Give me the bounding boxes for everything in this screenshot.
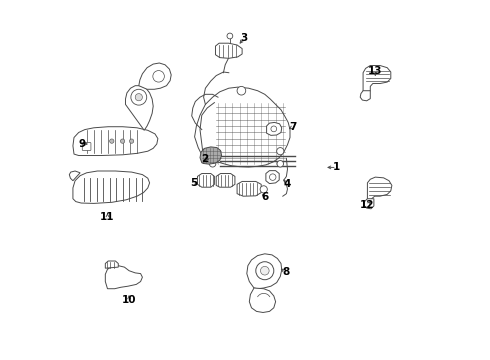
Polygon shape: [249, 288, 275, 312]
Polygon shape: [125, 86, 153, 130]
Text: 6: 6: [262, 192, 269, 202]
Circle shape: [206, 148, 214, 155]
Text: 13: 13: [368, 66, 383, 76]
Polygon shape: [360, 91, 370, 101]
Circle shape: [121, 139, 125, 143]
Circle shape: [129, 139, 134, 143]
Text: 1: 1: [333, 162, 341, 172]
FancyBboxPatch shape: [82, 143, 91, 150]
Circle shape: [271, 126, 277, 132]
Text: 7: 7: [290, 122, 297, 132]
Circle shape: [131, 89, 147, 105]
Text: 11: 11: [100, 212, 115, 222]
Polygon shape: [216, 43, 242, 58]
Polygon shape: [139, 63, 171, 89]
Text: 4: 4: [284, 179, 291, 189]
Polygon shape: [237, 181, 261, 196]
Text: 5: 5: [190, 178, 197, 188]
Circle shape: [110, 139, 114, 143]
Circle shape: [135, 94, 143, 101]
Circle shape: [209, 161, 216, 167]
Polygon shape: [363, 66, 391, 94]
Circle shape: [256, 262, 274, 280]
Polygon shape: [105, 266, 143, 289]
Polygon shape: [267, 122, 282, 135]
Text: 8: 8: [282, 267, 289, 277]
Circle shape: [277, 161, 284, 167]
Polygon shape: [73, 127, 158, 156]
Text: 9: 9: [79, 139, 86, 149]
Circle shape: [260, 186, 268, 193]
Polygon shape: [73, 171, 149, 203]
Circle shape: [277, 148, 284, 155]
Circle shape: [270, 174, 276, 180]
Text: 2: 2: [201, 154, 208, 164]
Circle shape: [261, 266, 269, 275]
Polygon shape: [105, 261, 118, 268]
Text: 12: 12: [360, 200, 375, 210]
Polygon shape: [247, 254, 282, 289]
Circle shape: [227, 33, 233, 39]
Text: 3: 3: [241, 33, 248, 43]
Text: 10: 10: [122, 294, 136, 305]
Polygon shape: [266, 171, 279, 184]
Polygon shape: [197, 174, 215, 187]
Polygon shape: [216, 174, 235, 187]
Polygon shape: [368, 177, 392, 202]
Circle shape: [153, 71, 164, 82]
Circle shape: [237, 86, 245, 95]
Polygon shape: [364, 199, 374, 209]
Polygon shape: [195, 87, 290, 167]
Polygon shape: [200, 147, 221, 164]
Polygon shape: [69, 171, 80, 181]
